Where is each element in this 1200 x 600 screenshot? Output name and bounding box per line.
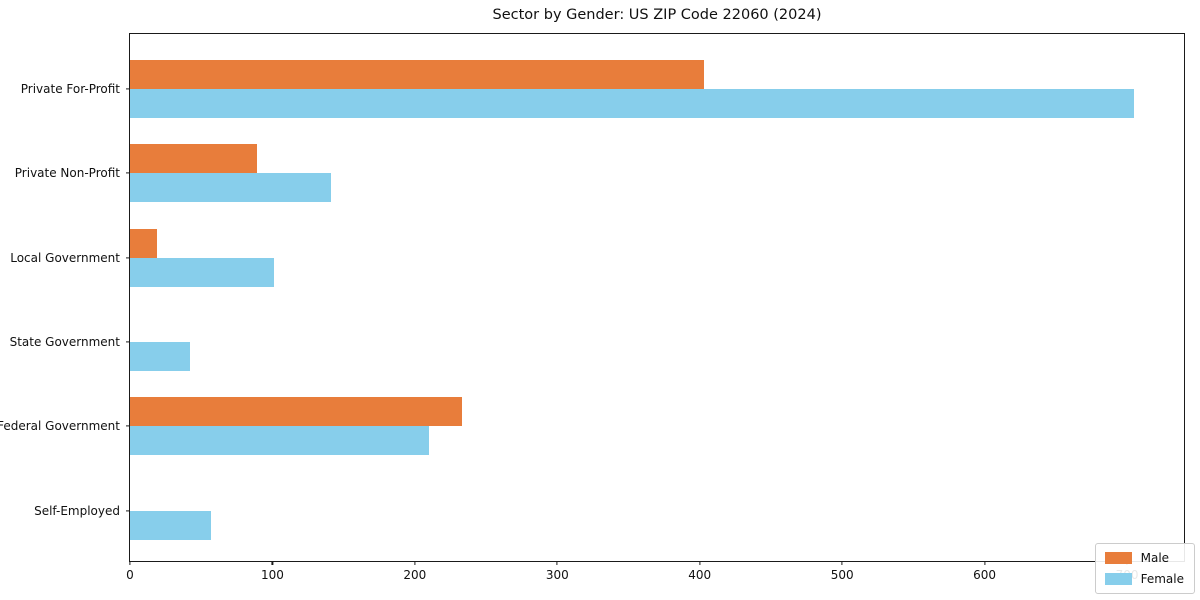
legend-item-female: Female	[1104, 572, 1184, 586]
x-axis-label-100: 100	[260, 568, 284, 582]
bar-female-private-non-profit	[130, 173, 331, 203]
x-axis-label-600: 600	[973, 568, 997, 582]
legend-swatch-male-icon	[1104, 552, 1132, 564]
x-tick-mark-100	[271, 561, 274, 565]
y-axis-label-local-government: Local Government	[10, 250, 120, 265]
bar-female-federal-government	[130, 426, 430, 456]
bar-female-state-government	[130, 341, 190, 371]
x-tick-mark-600	[984, 561, 986, 565]
chart-title: Sector by Gender: US ZIP Code 22060 (202…	[492, 7, 822, 23]
x-tick-mark-0	[129, 561, 131, 565]
x-axis-label-400: 400	[688, 568, 712, 582]
y-tick-mark-local-government	[126, 257, 130, 259]
legend-swatch-female-icon	[1104, 573, 1132, 585]
y-axis-label-self-employed: Self-Employed	[34, 503, 120, 518]
legend: Male Female	[1094, 543, 1195, 594]
bar-female-private-for-profit	[130, 89, 1135, 118]
legend-item-male: Male	[1104, 551, 1184, 565]
bar-female-local-government	[130, 257, 274, 287]
bar-male-federal-government	[130, 397, 462, 427]
x-axis-label-300: 300	[545, 568, 569, 582]
plot-area: Private For-Profit Private Non-Profit Loca…	[0, 33, 1185, 582]
y-axis-label-private-for-profit: Private For-Profit	[20, 82, 120, 96]
bar-male-local-government	[130, 228, 158, 258]
x-axis-label-200: 200	[403, 568, 427, 582]
x-tick-mark-400	[699, 561, 701, 565]
y-tick-mark-self-employed	[126, 509, 130, 512]
legend-label-female: Female	[1140, 572, 1184, 586]
y-axis-label-state-government: State Government	[9, 334, 120, 349]
y-tick-mark-private-non-profit	[126, 172, 130, 174]
x-axis-label-0: 0	[126, 568, 134, 582]
y-axis-label-private-non-profit: Private Non-Profit	[14, 166, 120, 181]
y-tick-mark-state-government	[126, 341, 130, 343]
bar-male-private-for-profit	[130, 60, 704, 89]
x-tick-mark-300	[556, 561, 558, 565]
y-tick-mark-federal-government	[126, 425, 130, 427]
y-axis-label-federal-government: Federal Government	[0, 419, 120, 434]
legend-label-male: Male	[1140, 551, 1170, 565]
x-tick-mark-200	[414, 561, 416, 565]
x-axis-label-500: 500	[830, 568, 854, 582]
y-tick-mark-private-for-profit	[126, 88, 130, 90]
bar-female-self-employed	[130, 510, 212, 540]
bar-male-private-non-profit	[130, 144, 257, 174]
x-tick-mark-500	[841, 561, 843, 565]
